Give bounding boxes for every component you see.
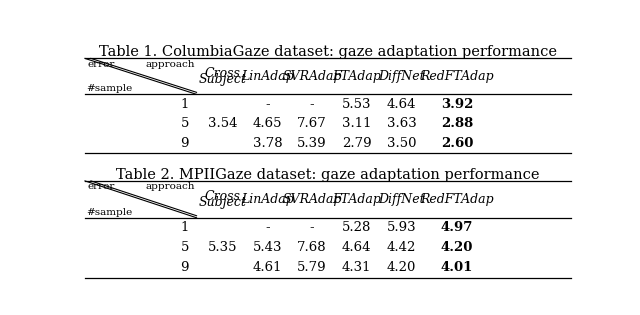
Text: approach: approach	[145, 182, 195, 191]
Text: Cross: Cross	[205, 67, 241, 80]
Text: SVRAdap: SVRAdap	[282, 70, 342, 83]
Text: -: -	[310, 221, 314, 234]
Text: 3.63: 3.63	[387, 117, 416, 130]
Text: 3.92: 3.92	[441, 98, 473, 111]
Text: error: error	[88, 182, 115, 191]
Text: -: -	[310, 98, 314, 111]
Text: Table 2. MPIIGaze dataset: gaze adaptation performance: Table 2. MPIIGaze dataset: gaze adaptati…	[116, 168, 540, 181]
Text: 2.60: 2.60	[441, 137, 473, 150]
Text: SVRAdap: SVRAdap	[282, 193, 342, 206]
Text: 4.20: 4.20	[387, 261, 416, 274]
Text: 2.79: 2.79	[342, 137, 372, 150]
Text: 4.20: 4.20	[441, 241, 473, 254]
Text: 3.78: 3.78	[253, 137, 282, 150]
Text: 2.88: 2.88	[441, 117, 473, 130]
Text: 5.93: 5.93	[387, 221, 416, 234]
Text: RedFTAdap: RedFTAdap	[420, 193, 494, 206]
Text: Table 1. ColumbiaGaze dataset: gaze adaptation performance: Table 1. ColumbiaGaze dataset: gaze adap…	[99, 45, 557, 59]
Text: 5.43: 5.43	[253, 241, 282, 254]
Text: 4.31: 4.31	[342, 261, 371, 274]
Text: LinAdap: LinAdap	[241, 70, 294, 83]
Text: 5.79: 5.79	[298, 261, 327, 274]
Text: 4.61: 4.61	[253, 261, 282, 274]
Text: 7.67: 7.67	[297, 117, 327, 130]
Text: 4.01: 4.01	[441, 261, 473, 274]
Text: #sample: #sample	[86, 208, 132, 216]
Text: 5.35: 5.35	[208, 241, 237, 254]
Text: 3.11: 3.11	[342, 117, 371, 130]
Text: approach: approach	[145, 60, 195, 69]
Text: Cross: Cross	[205, 190, 241, 203]
Text: 9: 9	[180, 137, 189, 150]
Text: 4.65: 4.65	[253, 117, 282, 130]
Text: 5.39: 5.39	[298, 137, 327, 150]
Text: 3.54: 3.54	[208, 117, 237, 130]
Text: LinAdap: LinAdap	[241, 193, 294, 206]
Text: RedFTAdap: RedFTAdap	[420, 70, 494, 83]
Text: DiffNet: DiffNet	[378, 70, 425, 83]
Text: 1: 1	[180, 221, 189, 234]
Text: 5.53: 5.53	[342, 98, 371, 111]
Text: 1: 1	[180, 98, 189, 111]
Text: Subject: Subject	[199, 73, 247, 86]
Text: 4.97: 4.97	[441, 221, 473, 234]
Text: -: -	[265, 221, 270, 234]
Text: 5: 5	[180, 241, 189, 254]
Text: 4.64: 4.64	[387, 98, 416, 111]
Text: FTAdap: FTAdap	[332, 70, 381, 83]
Text: 5: 5	[180, 117, 189, 130]
Text: Subject: Subject	[199, 196, 247, 209]
Text: 5.28: 5.28	[342, 221, 371, 234]
Text: 9: 9	[180, 261, 189, 274]
Text: DiffNet: DiffNet	[378, 193, 425, 206]
Text: 3.50: 3.50	[387, 137, 416, 150]
Text: FTAdap: FTAdap	[332, 193, 381, 206]
Text: 7.68: 7.68	[298, 241, 327, 254]
Text: 4.42: 4.42	[387, 241, 416, 254]
Text: -: -	[265, 98, 270, 111]
Text: error: error	[88, 60, 115, 69]
Text: 4.64: 4.64	[342, 241, 371, 254]
Text: #sample: #sample	[86, 84, 132, 93]
